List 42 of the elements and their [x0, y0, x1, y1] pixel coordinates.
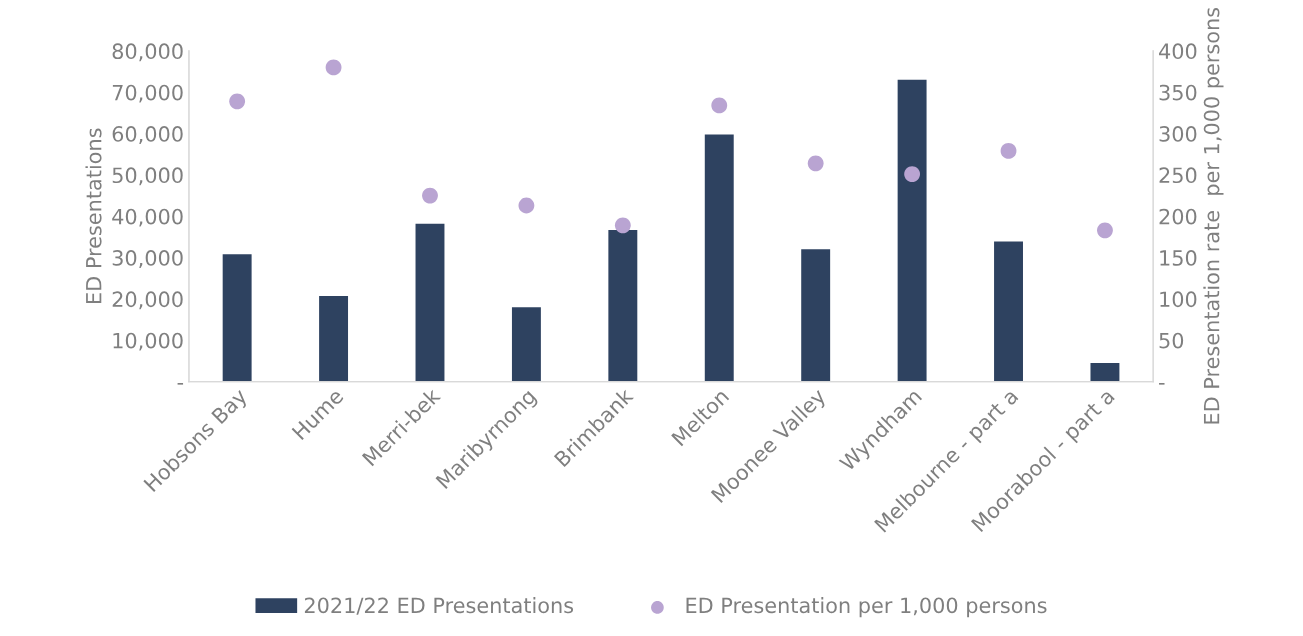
bar: [608, 229, 638, 382]
point: [518, 197, 535, 214]
bar: [222, 254, 252, 382]
y-tick-label: 40,000: [112, 208, 183, 227]
y-tick-label: 20,000: [112, 291, 183, 310]
y2-tick-label: -: [1159, 382, 1165, 385]
legend-label: ED Presentation per 1,000 persons: [686, 597, 1047, 618]
point: [229, 93, 246, 110]
bar: [319, 296, 349, 382]
point: [325, 59, 342, 76]
y2-tick-label: 350: [1159, 84, 1197, 101]
bar: [801, 249, 831, 382]
y2-tick-label: 150: [1160, 250, 1197, 266]
point: [711, 97, 728, 114]
bar: [994, 241, 1023, 382]
bar: [511, 307, 541, 382]
y-tick-label: 50,000: [112, 167, 183, 186]
y-tick-label: 80,000: [112, 43, 183, 62]
y-tick-label: 10,000: [113, 332, 183, 351]
point: [614, 217, 631, 234]
y-tick-label: 30,000: [112, 250, 183, 268]
y2-tick-label: 100: [1160, 291, 1197, 308]
point: [1000, 143, 1017, 159]
y2-tick-label: 200: [1159, 208, 1197, 225]
y2-tick-label: 400: [1159, 43, 1197, 60]
y2-tick-label: 50: [1159, 332, 1184, 349]
bar: [415, 223, 445, 382]
y-axis-title: ED Presentations: [85, 128, 102, 303]
point: [807, 155, 824, 172]
y-tick-label: 60,000: [112, 126, 183, 144]
y-tick-label: -: [177, 382, 184, 385]
y-tick-label: 70,000: [112, 84, 183, 103]
point: [1097, 222, 1113, 239]
point: [904, 166, 921, 182]
y2-axis-title: ED Presentation rate per 1,000 persons: [1203, 7, 1224, 424]
bar: [1090, 363, 1120, 382]
y2-tick-label: 300: [1159, 126, 1197, 142]
legend-label: 2021/22 ED Presentations: [304, 597, 574, 615]
bar: [897, 79, 927, 382]
point: [422, 187, 438, 204]
bar: [704, 134, 734, 382]
y2-tick-label: 250: [1159, 167, 1197, 184]
